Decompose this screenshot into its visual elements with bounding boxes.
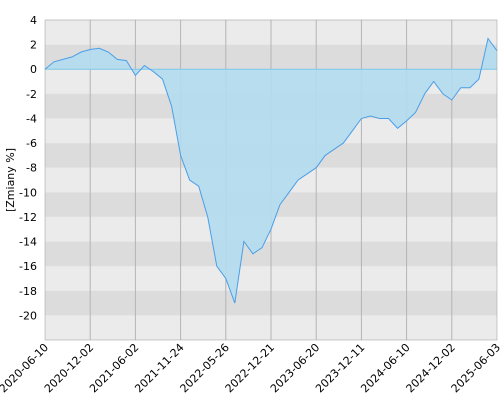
area [45, 38, 497, 304]
y-tick-label: 0 [30, 63, 37, 76]
y-tick-label: -6 [26, 137, 37, 150]
y-tick-label: -14 [19, 236, 37, 249]
y-tick-label: -8 [26, 162, 37, 175]
y-tick-label: -4 [26, 112, 37, 125]
y-tick-label: -2 [26, 88, 37, 101]
y-tick-label: -20 [19, 309, 37, 322]
y-tick-label: -18 [19, 285, 37, 298]
y-tick-label: -12 [19, 211, 37, 224]
y-tick-label: -10 [19, 186, 37, 199]
y-tick-label: 2 [30, 39, 37, 52]
plot-border [44, 19, 498, 341]
y-tick-label: -16 [19, 260, 37, 273]
line [44, 37, 498, 304]
y-axis-label: [Zmiany %] [4, 148, 17, 212]
y-tick-label: 4 [30, 14, 37, 27]
